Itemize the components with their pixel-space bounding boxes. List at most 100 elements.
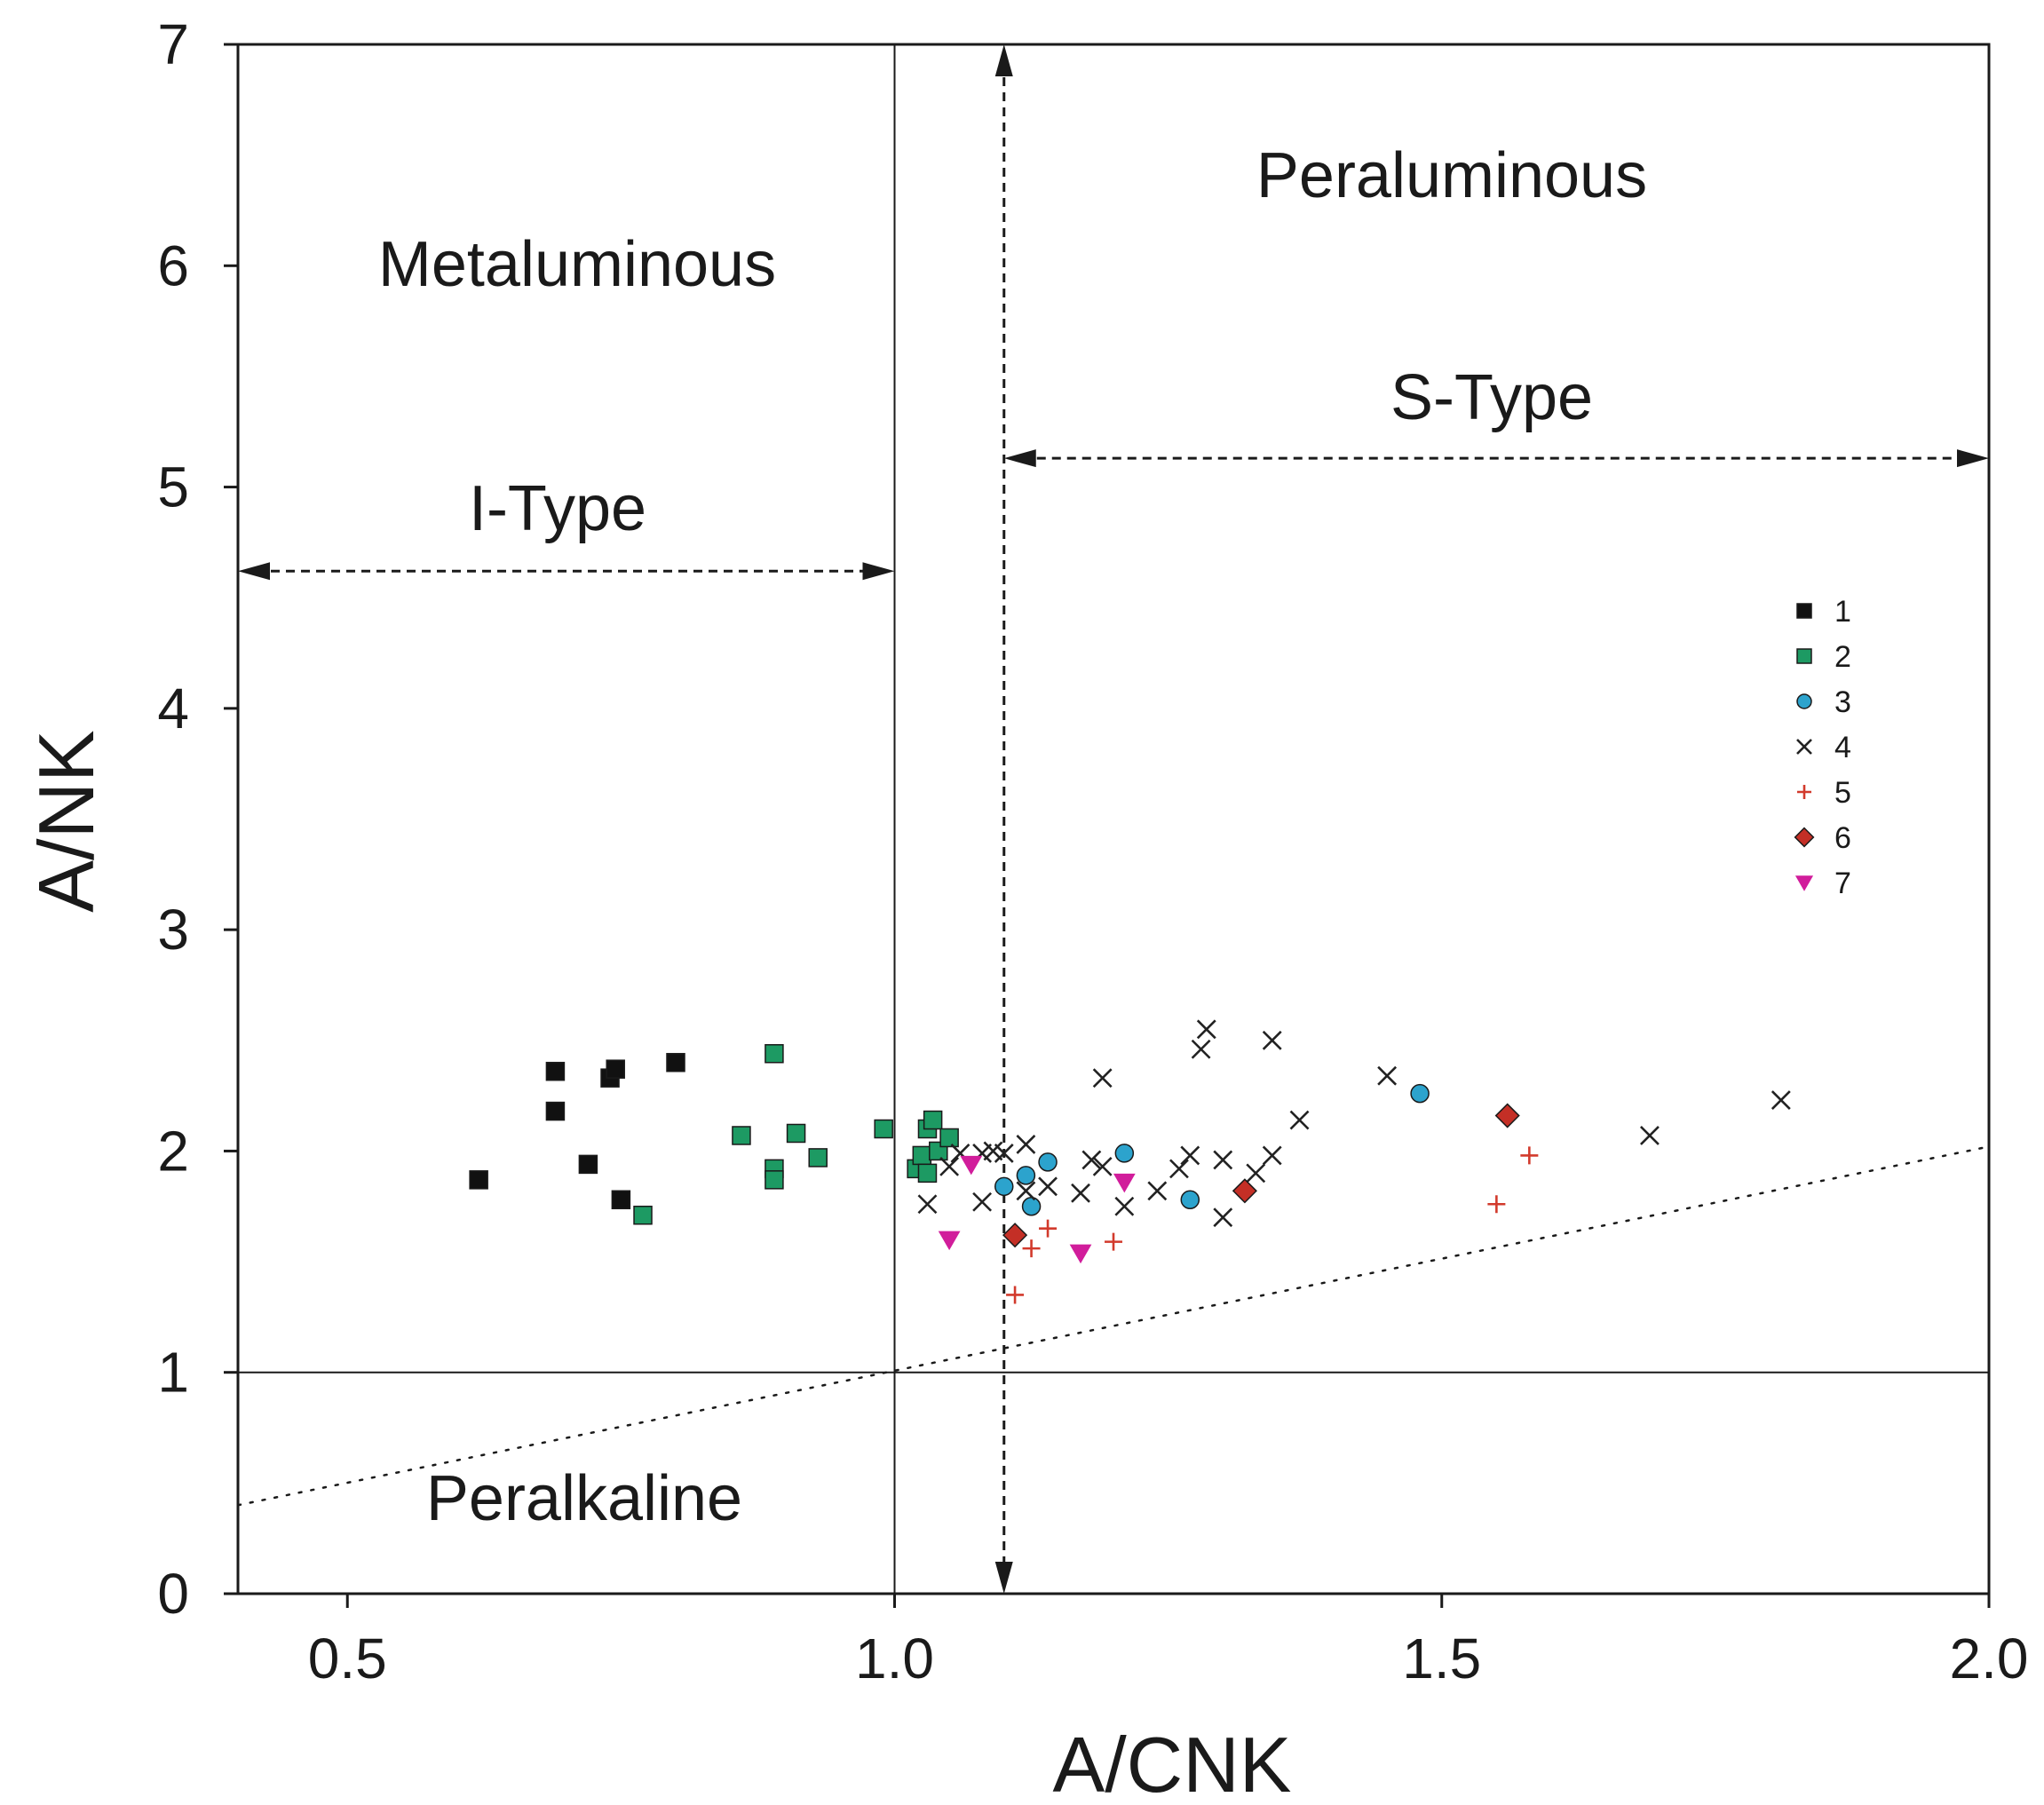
point-series-4 (1092, 1156, 1113, 1176)
point-series-4 (1016, 1181, 1036, 1201)
point-series-2 (923, 1110, 943, 1130)
field-dividers (236, 44, 1991, 1594)
x-tick-label: 1.5 (1402, 1627, 1481, 1690)
point-series-7 (1069, 1244, 1092, 1264)
point-series-4 (994, 1144, 1014, 1163)
point-series-7 (1113, 1173, 1136, 1193)
y-tick-label: 6 (157, 234, 189, 297)
legend-marker-1 (1796, 603, 1812, 619)
legend: 1 2 3 4 5 6 7 (1794, 595, 1851, 900)
i-type-arrowhead-right (862, 562, 895, 581)
legend-marker-2 (1796, 648, 1812, 664)
point-series-4 (1092, 1068, 1113, 1089)
legend-marker-7 (1794, 875, 1814, 891)
point-series-3 (1016, 1166, 1036, 1185)
point-series-5 (1105, 1232, 1122, 1251)
point-series-1 (606, 1059, 625, 1079)
s-type-arrowhead-right (1957, 449, 1989, 468)
x-tick-label: 0.5 (308, 1627, 387, 1690)
point-series-1 (666, 1052, 685, 1073)
point-series-1 (578, 1154, 598, 1175)
point-series-4 (939, 1156, 960, 1176)
legend-label-7: 7 (1834, 867, 1851, 900)
point-series-2 (939, 1128, 959, 1148)
point-series-3 (1180, 1190, 1200, 1210)
point-series-4 (1213, 1150, 1233, 1170)
point-series-4 (1147, 1181, 1168, 1201)
point-series-6 (1494, 1103, 1520, 1128)
point-series-4 (1071, 1183, 1090, 1203)
legend-label-2: 2 (1834, 640, 1851, 674)
point-series-1 (545, 1061, 566, 1081)
point-series-4 (1289, 1110, 1310, 1130)
point-series-2 (786, 1123, 806, 1144)
data-points (469, 1019, 1791, 1304)
point-series-3 (1114, 1144, 1135, 1163)
dotted-boundary-line (236, 1145, 1991, 1507)
field-label-i-type: I-Type (469, 473, 646, 544)
point-series-2 (808, 1148, 828, 1168)
point-series-5 (1487, 1195, 1506, 1214)
point-series-3 (1021, 1197, 1042, 1216)
point-series-5 (1006, 1286, 1025, 1304)
point-series-3 (994, 1176, 1014, 1197)
y-tick-label: 2 (157, 1119, 189, 1183)
point-series-5 (1520, 1146, 1539, 1165)
point-series-4 (1038, 1176, 1058, 1197)
point-series-4 (1081, 1150, 1102, 1170)
legend-marker-6 (1794, 827, 1815, 848)
x-tick-label: 2.0 (1950, 1627, 2029, 1690)
y-tick-label: 1 (157, 1341, 189, 1405)
point-series-4 (972, 1191, 993, 1212)
y-tick-label: 0 (157, 1562, 189, 1626)
point-series-4 (1246, 1163, 1266, 1184)
y-tick-label: 4 (157, 677, 189, 740)
arrowhead-down (994, 1562, 1013, 1594)
point-series-4 (1377, 1065, 1398, 1086)
legend-label-4: 4 (1834, 731, 1851, 764)
point-series-6 (1232, 1178, 1257, 1204)
legend-label-5: 5 (1834, 776, 1851, 810)
point-series-2 (912, 1145, 932, 1166)
point-series-4 (1213, 1207, 1233, 1228)
field-label-s-type: S-Type (1390, 362, 1593, 433)
point-series-7 (960, 1155, 983, 1176)
point-series-3 (1038, 1152, 1058, 1172)
point-series-2 (732, 1126, 751, 1145)
point-series-1 (545, 1101, 566, 1121)
point-series-4 (1771, 1090, 1791, 1111)
legend-marker-5 (1797, 785, 1811, 799)
y-tick-label: 7 (157, 12, 189, 76)
point-series-4 (1262, 1145, 1282, 1166)
point-series-4 (1114, 1196, 1135, 1216)
point-series-2 (633, 1205, 653, 1225)
point-series-6 (1002, 1223, 1028, 1248)
legend-label-3: 3 (1834, 685, 1851, 719)
point-series-7 (938, 1231, 961, 1251)
legend-marker-3 (1796, 693, 1812, 709)
y-tick-label: 3 (157, 898, 189, 962)
legend-label-1: 1 (1834, 595, 1851, 629)
field-label-peraluminous: Peraluminous (1256, 140, 1647, 211)
arrowhead-up (994, 44, 1013, 76)
point-series-4 (917, 1194, 938, 1215)
point-series-4 (1016, 1135, 1036, 1154)
point-series-4 (1196, 1019, 1216, 1040)
point-series-2 (917, 1163, 938, 1184)
point-series-2 (874, 1119, 893, 1139)
point-series-5 (1039, 1219, 1058, 1238)
point-series-4 (1169, 1159, 1189, 1179)
axis-ticks: 0.5 1.0 1.5 2.0 0 1 2 3 4 5 6 7 (157, 12, 2028, 1690)
point-series-5 (1022, 1239, 1041, 1258)
point-series-3 (1410, 1083, 1430, 1104)
legend-marker-4 (1796, 739, 1812, 755)
field-label-peralkaline: Peralkaline (426, 1463, 742, 1534)
y-tick-label: 5 (157, 455, 189, 519)
legend-label-6: 6 (1834, 821, 1851, 855)
point-series-4 (1180, 1145, 1200, 1166)
point-series-4 (1640, 1126, 1660, 1145)
s-type-arrowhead-left (1003, 449, 1036, 468)
x-tick-label: 1.0 (855, 1627, 934, 1690)
x-axis-title: A/CNK (1053, 1721, 1292, 1805)
